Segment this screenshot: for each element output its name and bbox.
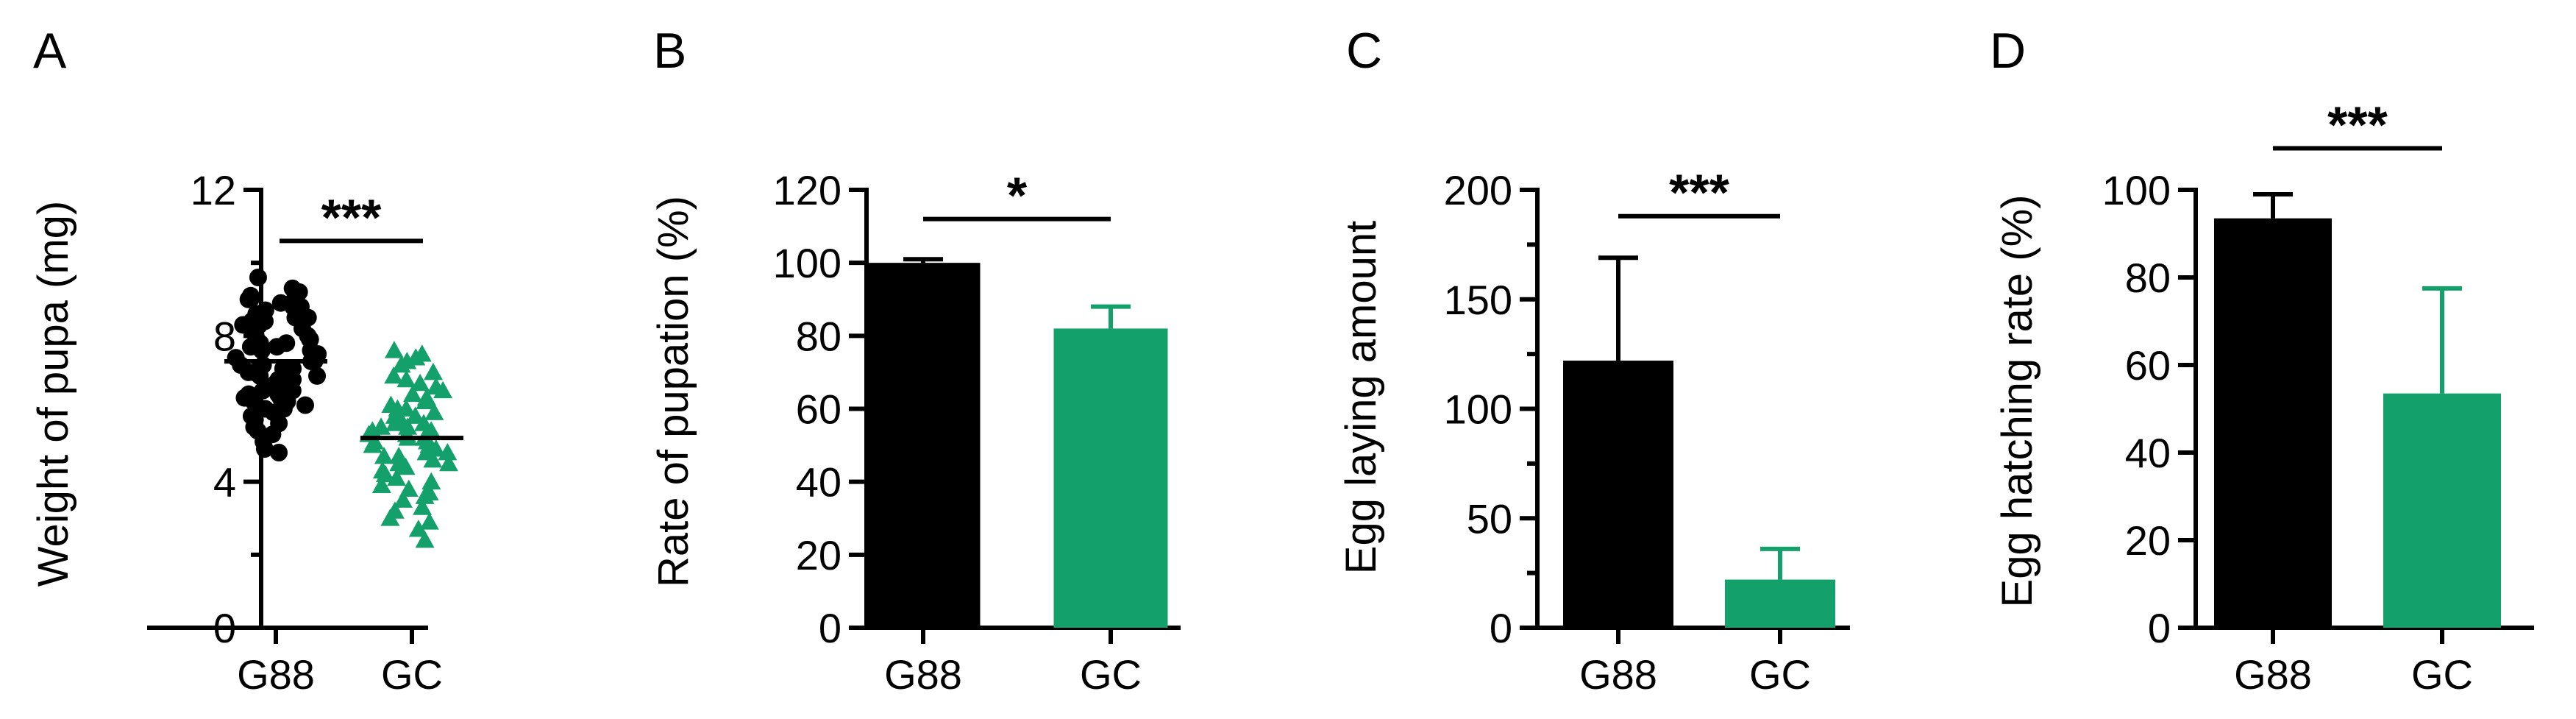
point-gc [402,384,422,403]
y-tick-label-0: 0 [1490,605,1512,651]
point-gc [384,341,404,358]
point-g88 [308,366,327,385]
y-axis-label-d: Egg hatching rate (%) [1993,195,2041,608]
y-tick-label-12: 12 [191,167,236,213]
y-tick-label-50: 50 [1467,495,1512,542]
point-gc [438,443,458,461]
marks-a: *** [224,188,463,548]
y-tick-label-60: 60 [796,386,842,433]
point-g88 [268,338,286,356]
x-tick-label-gc-c: GC [1749,651,1811,698]
point-gc [387,468,407,486]
point-gc [374,446,394,464]
point-gc [410,373,430,392]
x-tick-label-g88-d: G88 [2234,651,2312,698]
point-gc [423,450,443,468]
point-gc [393,490,413,508]
marks-c: *** [1563,164,1835,628]
point-gc [396,369,416,388]
panel-c: C Egg laying amount 0 50 100 150 200 *** G88… [1337,23,1850,698]
axes-b: 0 20 40 60 80 100 120 [773,167,1181,651]
x-tick-label-gc-b: GC [1080,651,1142,698]
marks-d: *** [2214,96,2501,628]
panel-d: D Egg hatching rate (%) 0 20 40 60 80 100 ***… [1990,23,2534,698]
y-tick-label-80: 80 [796,313,842,359]
point-gc [421,472,441,490]
panel-letter-c: C [1346,23,1382,79]
panel-letter-d: D [1990,23,2026,79]
point-gc [363,436,383,453]
point-gc [415,486,435,504]
point-gc [405,406,425,424]
significance-label: *** [2327,96,2388,153]
y-tick-label-40: 40 [2125,430,2171,476]
y-tick-label-20: 20 [796,532,842,578]
point-gc [398,417,418,435]
point-g88 [255,440,274,458]
point-gc [380,509,400,526]
marks-b: * [866,167,1168,628]
bar-g88 [866,263,981,628]
y-tick-label-150: 150 [1444,277,1512,323]
point-gc [416,392,435,409]
panel-b: B Rate of pupation (%) 0 20 40 60 80 100 120 *… [650,23,1181,698]
y-tick-label-0: 0 [2148,605,2171,651]
point-gc [384,366,404,384]
point-g88 [296,396,314,414]
y-tick-label-100: 100 [2102,167,2171,213]
y-tick-label-100: 100 [773,240,842,286]
point-gc [408,520,428,537]
point-gc [413,497,433,515]
y-tick-label-120: 120 [773,167,842,213]
significance-label: *** [321,188,382,246]
y-tick-label-100: 100 [1444,386,1512,433]
x-tick-label-g88-a: G88 [237,651,315,698]
point-gc [439,453,459,472]
panel-letter-a: A [33,23,67,79]
point-g88 [252,341,271,360]
bar-g88 [1563,361,1673,628]
y-axis-label-a: Weight of pupa (mg) [29,201,77,587]
y-tick-label-20: 20 [2125,517,2171,564]
y-tick-label-60: 60 [2125,342,2171,389]
point-gc [423,362,443,380]
point-gc [424,403,444,420]
x-tick-label-g88-b: G88 [884,651,962,698]
point-g88 [241,290,260,308]
point-gc [433,380,453,399]
bar-gc [2383,393,2501,628]
y-tick-label-4: 4 [213,459,236,506]
panel-letter-b: B [653,23,686,79]
point-g88 [249,269,267,286]
point-gc [396,457,416,475]
significance-label: *** [1669,164,1729,222]
y-tick-label-0: 0 [213,605,236,651]
bar-gc [1053,328,1168,628]
x-tick-label-gc-a: GC [381,651,443,698]
y-axis-label-b: Rate of pupation (%) [650,196,697,587]
significance-label: * [1007,167,1028,224]
point-gc [391,355,411,373]
y-tick-label-200: 200 [1444,167,1512,213]
bar-gc [1725,579,1835,628]
bar-g88 [2214,218,2332,628]
point-gc [415,531,435,548]
point-gc [419,512,439,530]
point-gc [385,414,405,431]
y-axis-label-c: Egg laying amount [1337,221,1385,574]
point-gc [371,475,391,494]
x-tick-label-g88-c: G88 [1579,651,1657,698]
y-tick-label-0: 0 [819,605,842,651]
y-tick-label-80: 80 [2125,255,2171,301]
x-tick-label-gc-d: GC [2411,651,2473,698]
y-tick-label-40: 40 [796,459,842,506]
point-g88 [270,444,288,461]
